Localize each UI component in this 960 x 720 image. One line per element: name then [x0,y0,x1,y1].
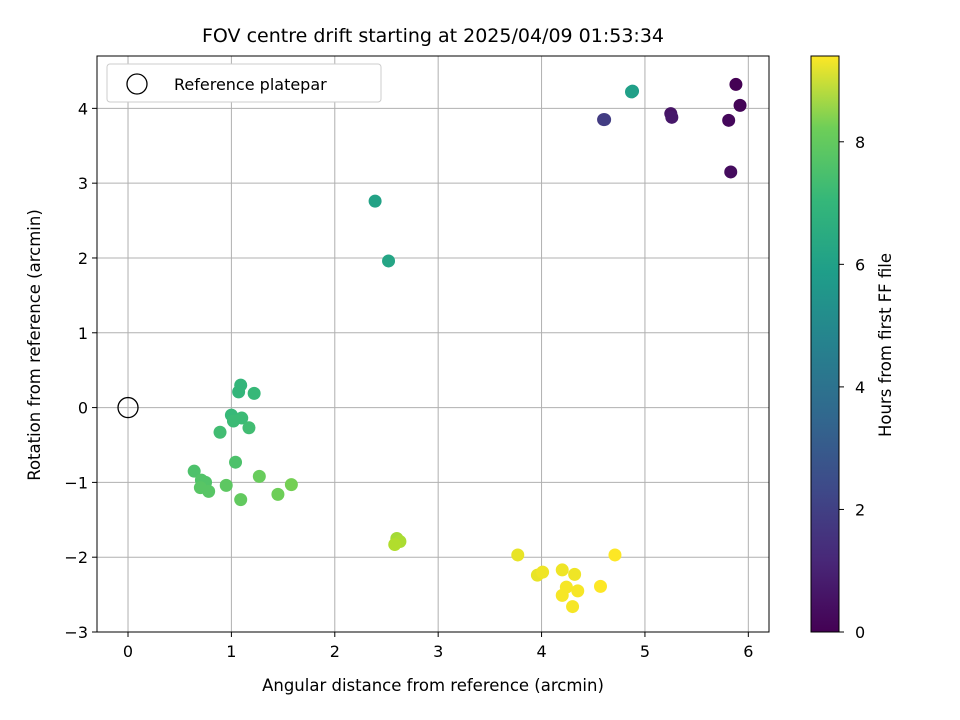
scatter-point [368,194,382,208]
y-tick-label: 4 [78,99,88,118]
scatter-point [234,493,248,507]
colorbar-tick-label: 4 [855,378,865,397]
grid-lines [97,56,769,633]
scatter-point [284,478,298,492]
scatter-point [608,548,622,562]
x-tick-label: 4 [536,642,546,661]
scatter-point [252,469,266,483]
scatter-point [271,487,285,501]
reference-point-marker [117,396,139,419]
colorbar-tick-label: 6 [855,255,865,274]
scatter-point [213,425,227,439]
scatter-points [187,77,747,614]
y-tick-label: 0 [78,399,88,418]
scatter-point [733,98,747,112]
colorbar: 0 2 4 6 8 Hours from first FF file [810,55,895,642]
scatter-point [568,567,582,581]
x-tick-label: 0 [123,642,133,661]
scatter-point [388,537,402,551]
x-tick-label: 3 [433,642,443,661]
colorbar-tick-label: 8 [855,133,865,152]
y-tick-label: 3 [78,174,88,193]
colorbar-tick-label: 0 [855,623,865,642]
colorbar-ticks: 0 2 4 6 8 [839,133,865,642]
legend: Reference platepar [106,63,382,103]
scatter-point [555,563,569,577]
plot-frame [96,55,770,633]
x-tick-label: 1 [226,642,236,661]
scatter-point [555,588,569,602]
y-axis-label: Rotation from reference (arcmin) [25,209,44,481]
y-axis-ticks: −3 −2 −1 0 1 2 3 4 [64,99,97,642]
colorbar-label: Hours from first FF file [876,253,895,437]
scatter-point [235,411,249,425]
chart-title: FOV centre drift starting at 2025/04/09 … [202,25,664,47]
scatter-point [229,455,243,469]
scatter-point [232,385,246,399]
scatter-point [598,113,612,127]
scatter-point [511,548,525,562]
scatter-point [729,77,743,91]
x-axis-ticks: 0 1 2 3 4 5 6 [123,632,753,661]
scatter-point [722,113,736,127]
y-tick-label: 1 [78,324,88,343]
y-tick-label: −2 [64,548,88,567]
y-tick-label: −1 [64,473,88,492]
scatter-point [593,579,607,593]
legend-label-reference: Reference platepar [174,75,327,94]
x-tick-label: 2 [330,642,340,661]
colorbar-tick-label: 2 [855,500,865,519]
scatter-point [242,421,256,435]
scatter-point [566,600,580,614]
scatter-point [219,478,233,492]
scatter-point [382,254,396,268]
x-tick-label: 6 [743,642,753,661]
x-tick-label: 5 [640,642,650,661]
scatter-point [665,110,679,124]
legend-marker-reference [126,73,148,95]
scatter-point [624,85,638,99]
scatter-point [571,584,585,598]
scatter-point [202,484,216,498]
legend-box [106,63,382,103]
scatter-point [536,565,550,579]
y-tick-label: −3 [64,623,88,642]
colorbar-gradient [810,55,840,633]
scatter-point [724,165,738,179]
y-tick-label: 2 [78,249,88,268]
x-axis-label: Angular distance from reference (arcmin) [262,676,604,695]
scatter-point [187,464,201,478]
scatter-point [247,386,261,400]
